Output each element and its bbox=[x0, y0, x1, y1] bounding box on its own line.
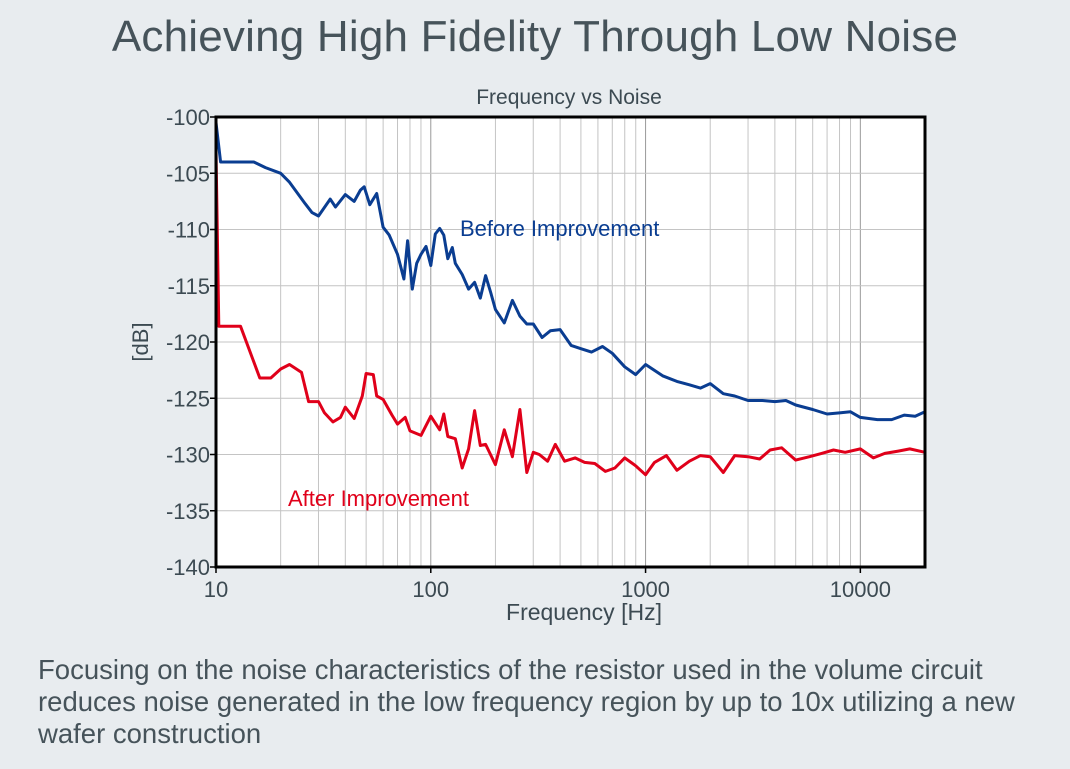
series-label-after: After Improvement bbox=[288, 486, 469, 511]
noise-chart: Frequency vs Noise Frequency [Hz] [dB] -… bbox=[128, 86, 927, 625]
chart-title: Frequency vs Noise bbox=[476, 86, 662, 109]
y-tick-label: -130 bbox=[166, 443, 210, 468]
page-title: Achieving High Fidelity Through Low Nois… bbox=[111, 12, 959, 61]
y-tick-label: -110 bbox=[168, 218, 210, 243]
series-line-before bbox=[214, 122, 926, 422]
y-tick-label: -120 bbox=[166, 330, 210, 355]
y-tick-label: -105 bbox=[166, 161, 210, 186]
x-tick-label: 1000 bbox=[621, 577, 670, 602]
x-axis-label: Frequency [Hz] bbox=[506, 599, 662, 625]
caption: Focusing on the noise characteristics of… bbox=[38, 654, 1015, 749]
plot-frame bbox=[214, 115, 927, 569]
y-tick-label: -125 bbox=[166, 386, 210, 411]
y-tick-label: -140 bbox=[166, 555, 210, 580]
y-axis-label: [dB] bbox=[128, 322, 153, 361]
x-tick-label: 100 bbox=[412, 577, 449, 602]
y-tick-label: -135 bbox=[166, 499, 210, 524]
y-tick-label: -115 bbox=[168, 274, 210, 299]
y-tick-label: -100 bbox=[166, 105, 210, 130]
series-label-before: Before Improvement bbox=[460, 216, 659, 241]
x-tick-label: 10000 bbox=[830, 577, 891, 602]
x-tick-label: 10 bbox=[204, 577, 228, 602]
series-line-after bbox=[214, 150, 926, 477]
